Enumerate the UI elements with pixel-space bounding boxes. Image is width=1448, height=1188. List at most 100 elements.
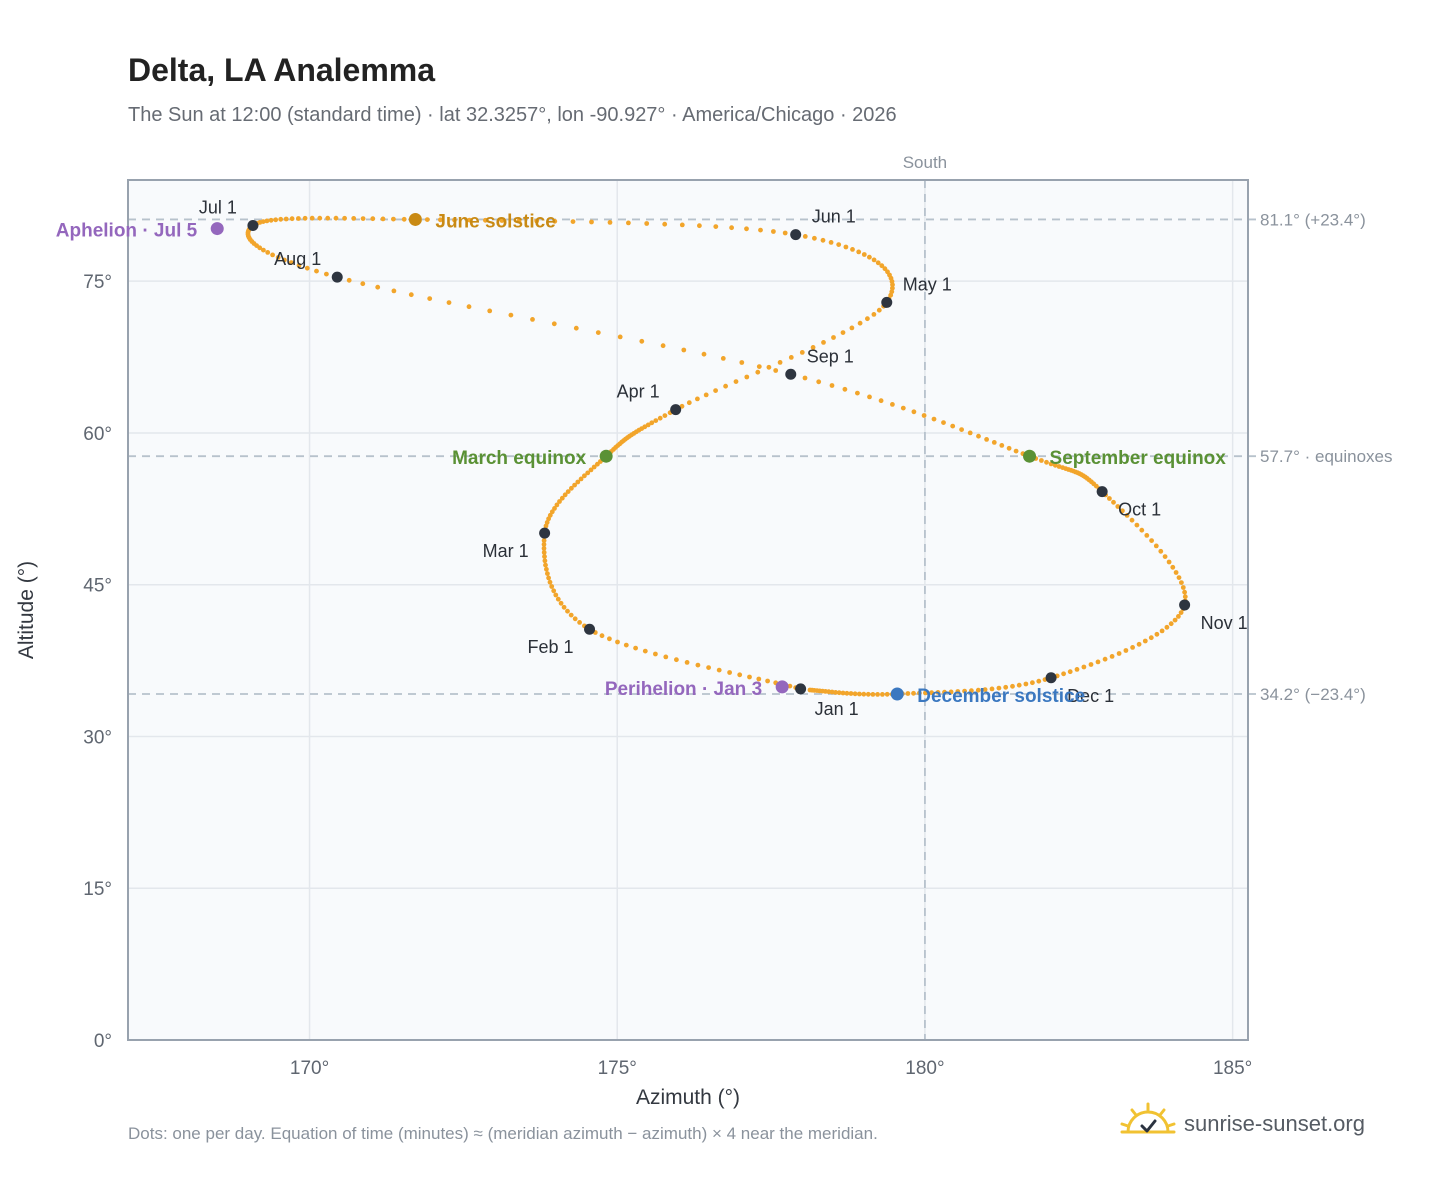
daily-sun-dot <box>391 216 396 222</box>
daily-sun-dot <box>857 691 862 697</box>
daily-sun-dot <box>657 415 663 421</box>
daily-sun-dot <box>802 234 808 239</box>
daily-sun-dot <box>1023 681 1029 687</box>
daily-sun-dot <box>577 620 582 625</box>
daily-sun-dot <box>1164 624 1170 630</box>
daily-sun-dot <box>1168 621 1174 627</box>
daily-sun-dot <box>534 218 540 224</box>
daily-sun-dot <box>264 218 270 224</box>
y-axis-title: Altitude (°) <box>15 561 38 659</box>
daily-sun-dot <box>821 340 826 345</box>
daily-sun-dot <box>645 422 651 428</box>
month-marker <box>790 229 802 241</box>
daily-sun-dot <box>375 284 381 290</box>
daily-sun-dot <box>558 600 564 606</box>
event-marker <box>1023 449 1037 463</box>
plot-frame <box>127 179 1249 1041</box>
daily-sun-dot <box>1067 669 1073 675</box>
daily-sun-dot <box>360 216 366 222</box>
daily-sun-dot <box>747 674 752 680</box>
daily-sun-dot <box>695 396 700 402</box>
daily-sun-dot <box>1107 496 1112 501</box>
plot-area <box>128 180 1248 1040</box>
daily-sun-dot <box>360 281 366 287</box>
event-label: March equinox <box>452 448 587 469</box>
daily-sun-dot <box>314 268 319 274</box>
month-marker-label: Mar 1 <box>483 541 529 561</box>
daily-sun-dot <box>1158 548 1164 554</box>
daily-sun-dot <box>296 216 301 221</box>
daily-sun-dot <box>275 255 281 260</box>
daily-sun-dot <box>744 374 750 380</box>
daily-sun-dot <box>555 596 561 602</box>
month-marker <box>1179 599 1191 611</box>
sun-logo-icon <box>1120 1102 1176 1134</box>
daily-sun-dot <box>701 351 707 357</box>
month-marker-label: Oct 1 <box>1118 500 1161 520</box>
daily-sun-dot <box>1006 445 1012 451</box>
daily-sun-dot <box>591 464 597 470</box>
daily-sun-dot <box>467 217 472 223</box>
daily-sun-dot <box>541 550 547 555</box>
daily-sun-dot <box>1149 538 1154 543</box>
daily-sun-dot <box>1139 527 1145 533</box>
daily-sun-dot <box>633 645 638 651</box>
daily-sun-dot <box>679 222 685 228</box>
reference-line-label: 81.1° (+23.4°) <box>1260 210 1366 229</box>
daily-sun-dot <box>1129 517 1135 523</box>
daily-sun-dot <box>1095 659 1101 665</box>
daily-sun-dot <box>879 263 885 269</box>
chart-subtitle: The Sun at 12:00 (standard time) · lat 3… <box>128 104 897 126</box>
event-label: September equinox <box>1050 448 1227 469</box>
daily-sun-dot <box>737 672 743 678</box>
daily-sun-dot <box>706 665 711 670</box>
daily-sun-dot <box>268 217 274 223</box>
daily-sun-dot <box>508 312 514 318</box>
daily-sun-dot <box>452 217 457 223</box>
daily-sun-dot <box>438 217 443 223</box>
daily-sun-dot <box>876 307 882 313</box>
daily-sun-dot <box>562 492 568 498</box>
daily-sun-dot <box>1172 617 1178 623</box>
daily-sun-dot <box>900 405 906 411</box>
daily-sun-dot <box>733 379 739 384</box>
daily-sun-dot <box>1081 664 1087 670</box>
daily-sun-dot <box>391 288 397 294</box>
daily-sun-dot <box>333 215 339 221</box>
daily-sun-dot <box>1176 575 1182 580</box>
daily-sun-dot <box>967 430 973 436</box>
month-marker <box>539 527 551 539</box>
daily-sun-dot <box>884 691 890 697</box>
daily-sun-dot <box>875 260 881 266</box>
daily-sun-dot <box>547 579 553 585</box>
daily-sun-dot <box>989 686 995 692</box>
daily-sun-dot <box>265 250 271 255</box>
event-marker <box>210 222 224 236</box>
month-marker-label: Nov 1 <box>1201 613 1248 633</box>
daily-sun-dot <box>1182 594 1188 600</box>
daily-sun-dot <box>773 368 779 373</box>
daily-sun-dot <box>541 546 547 551</box>
event-marker <box>599 449 613 463</box>
daily-sun-dot <box>723 383 728 389</box>
daily-sun-dot <box>499 218 505 223</box>
daily-sun-dot <box>931 416 937 422</box>
daily-sun-dot <box>756 676 762 682</box>
daily-sun-dot <box>283 216 289 222</box>
daily-sun-dot <box>446 300 452 305</box>
daily-sun-dot <box>561 604 567 610</box>
daily-sun-dot <box>573 325 579 331</box>
daily-sun-dot <box>1111 499 1116 505</box>
month-marker <box>584 623 596 635</box>
daily-sun-dot <box>713 224 719 230</box>
daily-sun-dot <box>1154 631 1160 637</box>
daily-sun-dot <box>996 685 1002 691</box>
brand-logo[interactable]: sunrise-sunset.org <box>1120 1102 1365 1146</box>
daily-sun-dot <box>257 245 263 251</box>
daily-sun-dot <box>716 667 722 673</box>
daily-sun-dot <box>787 683 793 689</box>
daily-sun-dot <box>346 277 352 283</box>
daily-sun-dot <box>955 689 961 694</box>
daily-sun-dot <box>516 218 522 224</box>
